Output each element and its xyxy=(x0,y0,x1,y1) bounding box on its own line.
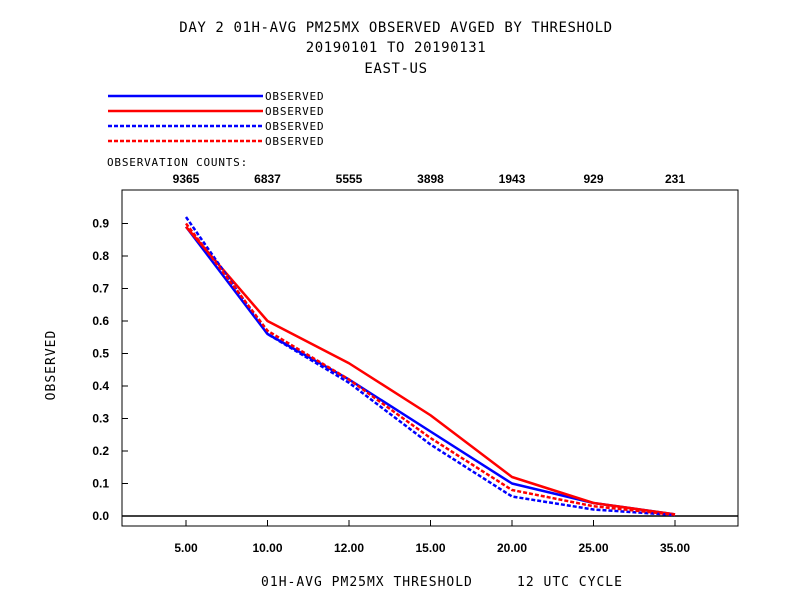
y-tick-label: 0.8 xyxy=(92,249,109,263)
x-tick-label: 20.00 xyxy=(497,541,527,555)
legend-entry-label: OBSERVED xyxy=(265,105,324,118)
observation-count: 9365 xyxy=(173,172,200,186)
observation-count: 929 xyxy=(583,172,603,186)
y-tick-label: 0.9 xyxy=(92,217,109,231)
legend: OBSERVED OBSERVED OBSERVED OBSERVED xyxy=(108,90,324,148)
y-tick-label: 0.7 xyxy=(92,282,109,296)
y-axis-label: OBSERVED xyxy=(44,330,59,401)
y-tick-label: 0.3 xyxy=(92,412,109,426)
y-tick-label: 0.5 xyxy=(92,347,109,361)
x-tick-label: 5.00 xyxy=(174,541,198,555)
legend-entry-label: OBSERVED xyxy=(265,120,324,133)
legend-entry-label: OBSERVED xyxy=(265,90,324,103)
observation-count: 3898 xyxy=(417,172,444,186)
plot-frame xyxy=(121,189,739,527)
y-tick-label: 0.2 xyxy=(92,444,109,458)
y-axis: 0.0 0.1 0.2 0.3 0.4 0.5 0.6 0.7 0.8 0.9 xyxy=(92,217,128,523)
y-tick-label: 0.6 xyxy=(92,314,109,328)
x-tick-label: 25.00 xyxy=(578,541,608,555)
series-line-3 xyxy=(184,216,676,517)
x-axis: 5.00 10.00 12.00 15.00 20.00 25.00 35.00 xyxy=(174,520,690,555)
y-tick-label: 0.1 xyxy=(92,477,109,491)
observation-count: 5555 xyxy=(336,172,363,186)
observation-counts: 9365 6837 5555 3898 1943 929 231 xyxy=(173,172,686,186)
observation-counts-label: OBSERVATION COUNTS: xyxy=(107,156,248,169)
observation-count: 6837 xyxy=(254,172,281,186)
y-tick-label: 0.4 xyxy=(92,379,109,393)
chart-title-line-1: DAY 2 01H-AVG PM25MX OBSERVED AVGED BY T… xyxy=(179,20,613,36)
series-line-2 xyxy=(185,225,676,516)
series-line-1 xyxy=(185,225,676,516)
series-line-4 xyxy=(185,222,676,516)
observation-count: 1943 xyxy=(499,172,526,186)
x-tick-label: 35.00 xyxy=(660,541,690,555)
y-tick-label: 0.0 xyxy=(92,509,109,523)
legend-entry-label: OBSERVED xyxy=(265,135,324,148)
observation-count: 231 xyxy=(665,172,685,186)
chart-title-line-3: EAST-US xyxy=(364,61,428,77)
x-tick-label: 10.00 xyxy=(252,541,282,555)
x-tick-label: 15.00 xyxy=(415,541,445,555)
x-axis-label: 01H-AVG PM25MX THRESHOLD 12 UTC CYCLE xyxy=(261,575,623,590)
chart-title-line-2: 20190101 TO 20190131 xyxy=(305,40,487,56)
series-lines xyxy=(184,216,676,517)
x-tick-label: 12.00 xyxy=(334,541,364,555)
